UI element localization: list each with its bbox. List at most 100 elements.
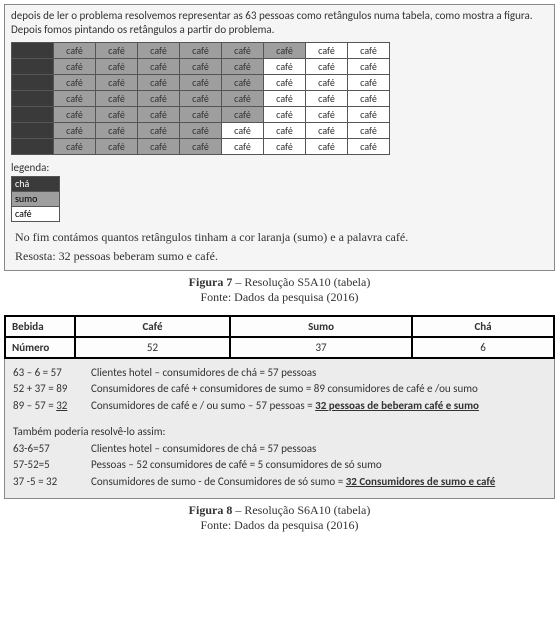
grid-cell: café <box>306 106 348 122</box>
grid-cell <box>12 138 54 154</box>
legend-cell: sumo <box>12 191 60 206</box>
grid-cell: café <box>138 90 180 106</box>
bev-h0: Bebida <box>5 316 75 337</box>
grid-cell: café <box>54 106 96 122</box>
grid-cell <box>12 58 54 74</box>
grid-cell: café <box>138 74 180 90</box>
grid-cell: café <box>222 74 264 90</box>
grid-cell: café <box>138 42 180 58</box>
grid-cell: café <box>306 74 348 90</box>
bev-h2: Sumo <box>230 316 412 337</box>
grid-cell: café <box>348 58 390 74</box>
grid-cell: café <box>264 138 306 154</box>
grid-cell: café <box>264 74 306 90</box>
legend-cell: chá <box>12 176 60 191</box>
grid-cell: café <box>264 42 306 58</box>
figure7-intro: depois de ler o problema resolvemos repr… <box>11 9 548 38</box>
calc-lhs: 52 + 37 = 89 <box>13 381 91 398</box>
grid-cell: café <box>96 106 138 122</box>
calc-rhs: Consumidores de sumo - de Consumidores d… <box>91 474 546 491</box>
figure7-caption-bold: Figura 7 <box>189 275 233 289</box>
figure7-block: depois de ler o problema resolvemos repr… <box>4 4 555 271</box>
grid-cell: café <box>138 106 180 122</box>
calc-rhs: Pessoas – 52 consumidores de café = 5 co… <box>91 457 546 474</box>
figure7-note1: No fim contámos quantos retângulos tinha… <box>15 230 546 245</box>
grid-cell: café <box>222 122 264 138</box>
calc-lhs: 89 – 57 = 32 <box>13 398 91 415</box>
grid-cell: café <box>348 138 390 154</box>
grid-cell: café <box>54 122 96 138</box>
legend-table: chásumocafé <box>11 176 60 222</box>
calc-rhs: Clientes hotel – consumidores de chá = 5… <box>91 441 546 458</box>
calc-lhs: 63-6=57 <box>13 441 91 458</box>
grid-cell: café <box>348 106 390 122</box>
grid-cell: café <box>96 58 138 74</box>
grid-cell: café <box>180 42 222 58</box>
calc-lhs: 57-52=5 <box>13 457 91 474</box>
grid-cell: café <box>222 106 264 122</box>
calc-row: 63-6=57Clientes hotel – consumidores de … <box>13 441 546 458</box>
grid-cell: café <box>138 58 180 74</box>
grid-cell: café <box>180 74 222 90</box>
grid-cell: café <box>222 90 264 106</box>
calc-rhs: Consumidores de café e / ou sumo – 57 pe… <box>91 398 546 415</box>
grid-cell: café <box>348 42 390 58</box>
grid-cell: café <box>348 74 390 90</box>
grid-cell: café <box>306 90 348 106</box>
grid-cell: café <box>180 122 222 138</box>
calc-row: 57-52=5Pessoas – 52 consumidores de café… <box>13 457 546 474</box>
grid-cell: café <box>222 58 264 74</box>
grid-cell: café <box>54 42 96 58</box>
figure7-fonte: Fonte: Dados da pesquisa (2016) <box>201 290 359 304</box>
calc-alt-label: Também poderia resolvê-lo assim: <box>13 424 546 441</box>
grid-cell: café <box>96 90 138 106</box>
calc-rhs: Consumidores de café + consumidores de s… <box>91 381 546 398</box>
figure7-note2: Resosta: 32 pessoas beberam sumo e café. <box>15 249 546 264</box>
grid-cell: café <box>96 74 138 90</box>
grid-cell: café <box>138 138 180 154</box>
calc-block: 63 – 6 = 57Clientes hotel – consumidores… <box>4 359 555 500</box>
grid-cell: café <box>306 58 348 74</box>
bev-value-row: Número 52 37 6 <box>5 337 554 358</box>
figure8-caption: Figura 8 – Resolução S6A10 (tabela) Font… <box>4 503 555 533</box>
figure8-caption-rest: – Resolução S6A10 (tabela) <box>232 503 370 517</box>
grid-cell: café <box>180 58 222 74</box>
grid-cell: café <box>348 122 390 138</box>
bev-v0: 52 <box>75 337 230 358</box>
grid-cell: café <box>96 42 138 58</box>
bev-v1: 37 <box>230 337 412 358</box>
grid-cell: café <box>54 58 96 74</box>
calc-rhs: Clientes hotel – consumidores de chá = 5… <box>91 365 546 382</box>
grid-cell: café <box>96 122 138 138</box>
figure8-fonte: Fonte: Dados da pesquisa (2016) <box>201 518 359 532</box>
grid-cell: café <box>138 122 180 138</box>
grid-cell: café <box>96 138 138 154</box>
grid-cell: café <box>54 90 96 106</box>
legend-cell: café <box>12 206 60 221</box>
figure8-caption-bold: Figura 8 <box>189 503 233 517</box>
grid-cell <box>12 90 54 106</box>
grid-cell: café <box>306 42 348 58</box>
grid-cell <box>12 122 54 138</box>
legend-label: legenda: <box>11 161 548 174</box>
calc-row: 89 – 57 = 32Consumidores de café e / ou … <box>13 398 546 415</box>
calc-lhs: 37 -5 = 32 <box>13 474 91 491</box>
grid-cell: café <box>348 90 390 106</box>
bev-row-label: Número <box>5 337 75 358</box>
calc-row: 63 – 6 = 57Clientes hotel – consumidores… <box>13 365 546 382</box>
grid-cell: café <box>306 122 348 138</box>
grid-cell: café <box>264 106 306 122</box>
grid-cell: café <box>264 90 306 106</box>
bev-header-row: Bebida Café Sumo Chá <box>5 316 554 337</box>
grid-cell: café <box>222 42 264 58</box>
grid-cell: café <box>264 122 306 138</box>
grid-cell: café <box>54 74 96 90</box>
grid-cell <box>12 106 54 122</box>
people-grid: cafécafécafécafécafécafécafécafécafécafé… <box>11 42 390 155</box>
grid-cell: café <box>306 138 348 154</box>
bev-h1: Café <box>75 316 230 337</box>
grid-cell: café <box>222 138 264 154</box>
calc-lhs: 63 – 6 = 57 <box>13 365 91 382</box>
grid-cell: café <box>180 138 222 154</box>
grid-cell: café <box>264 58 306 74</box>
